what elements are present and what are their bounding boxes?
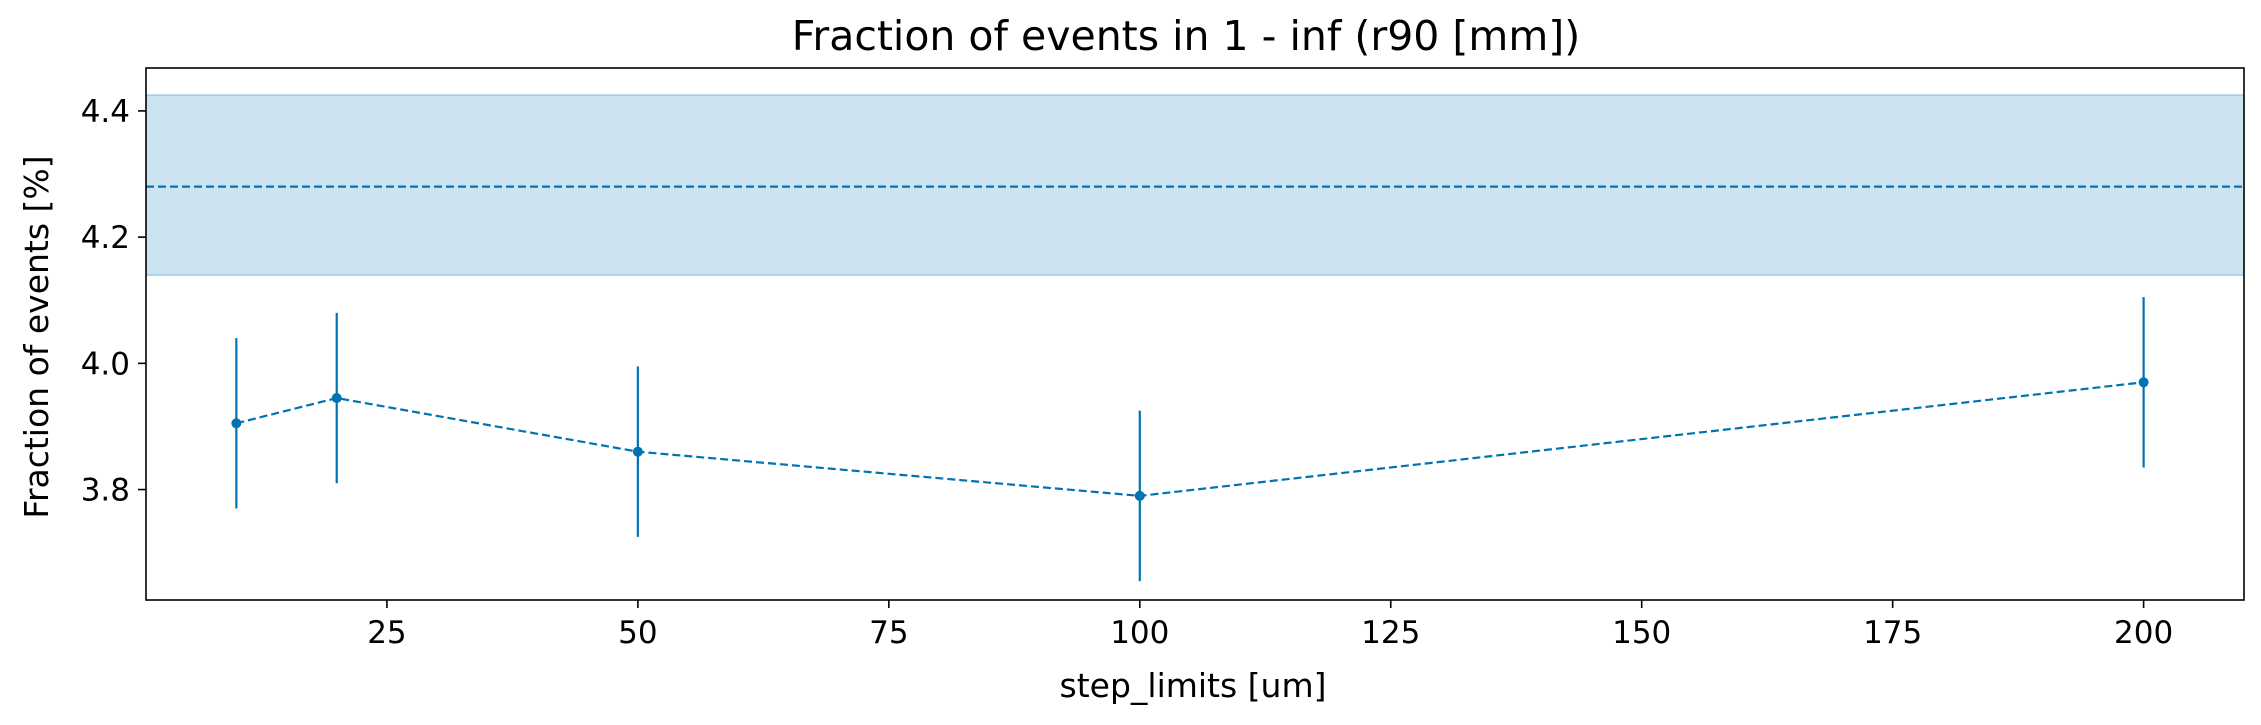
data-point [331,393,342,404]
x-tick-label: 125 [1361,615,1420,651]
axes-frame [145,67,2245,601]
x-axis-label: step_limits [um] [1060,666,1327,705]
y-tick-label: 4.0 [81,346,130,382]
data-point [1134,490,1145,501]
x-tick-label: 150 [1612,615,1671,651]
x-tick-label: 100 [1110,615,1169,651]
x-tick-label: 50 [618,615,657,651]
x-tick-label: 75 [869,615,908,651]
x-tick-label: 25 [367,615,406,651]
plot-area [146,94,2244,582]
y-axis-label: Fraction of events [%] [17,155,56,518]
reference-band [146,95,2244,275]
x-tick-label: 200 [2114,615,2173,651]
data-point [632,446,643,457]
tick-layer: 25 50 75 100 125 150 175 200 3.8 4.0 4.2 4.4 [81,94,2174,651]
chart-title: Fraction of events in 1 - inf (r90 [mm]) [792,12,1581,60]
series-line [236,381,2144,497]
data-point [231,418,242,429]
x-tick-label: 175 [1863,615,1922,651]
y-tick-label: 4.2 [81,220,130,256]
y-tick-label: 3.8 [81,473,130,509]
data-point [2138,377,2149,388]
y-tick-label: 4.4 [81,94,130,130]
